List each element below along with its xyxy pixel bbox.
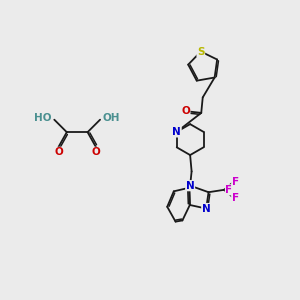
Text: F: F [226, 185, 232, 195]
Text: N: N [202, 204, 211, 214]
Text: O: O [92, 147, 100, 158]
Text: HO: HO [34, 113, 52, 123]
Text: O: O [54, 147, 63, 158]
Text: S: S [197, 46, 205, 57]
Text: N: N [186, 181, 194, 191]
Text: N: N [172, 127, 181, 137]
Text: F: F [232, 176, 239, 187]
Text: O: O [181, 106, 190, 116]
Text: F: F [232, 193, 239, 203]
Text: OH: OH [102, 113, 120, 123]
